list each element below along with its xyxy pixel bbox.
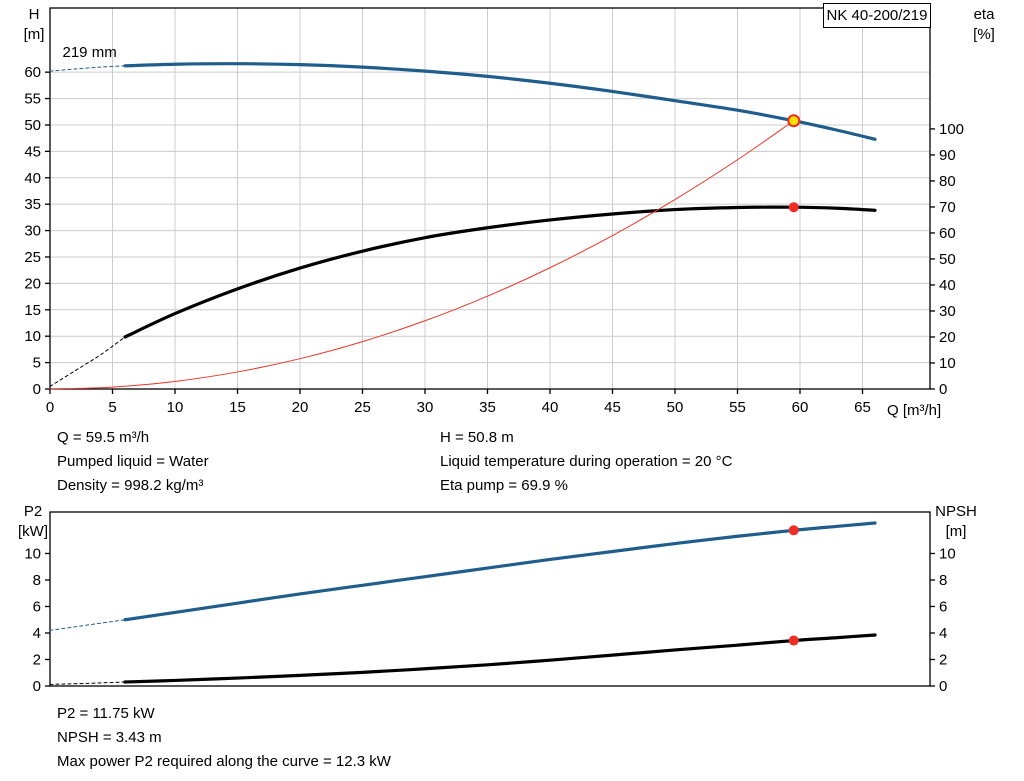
x-tick-label: 40 <box>542 399 559 416</box>
y-left-tick-label: 5 <box>33 355 41 372</box>
duty-point-head[interactable] <box>787 114 801 128</box>
y-right-tick-label: 80 <box>939 173 956 190</box>
y-right-tick-label: 30 <box>939 303 956 320</box>
y-right-tick-label: 20 <box>939 329 956 346</box>
y-right-tick-label: 60 <box>939 225 956 242</box>
plot-border <box>49 511 931 687</box>
y-left-tick-label: 15 <box>24 302 41 319</box>
x-tick-label: 0 <box>46 399 54 416</box>
efficiency-curve <box>123 205 877 339</box>
npsh-curve-extrapolated <box>49 681 126 685</box>
y-left-tick-label: 30 <box>24 223 41 240</box>
x-tick-label: 20 <box>292 399 309 416</box>
power-curve <box>123 521 877 622</box>
x-tick-label: 55 <box>729 399 746 416</box>
plot-border <box>49 7 931 390</box>
y-left-axis-title: H <box>29 6 40 23</box>
x-axis-title: Q [m³/h] <box>887 402 941 419</box>
y-right-tick-label: 4 <box>939 625 947 642</box>
y-right-tick-label: 2 <box>939 651 947 668</box>
y-left-tick-label: 10 <box>24 328 41 345</box>
y-right-tick-label: 10 <box>939 355 956 372</box>
y-left-tick-label: 6 <box>33 598 41 615</box>
power-info-block: P2 = 11.75 kW NPSH = 3.43 m Max power P2… <box>57 702 391 774</box>
x-tick-label: 65 <box>854 399 871 416</box>
y-left-tick-label: 8 <box>33 572 41 589</box>
x-tick-label: 15 <box>229 399 246 416</box>
pump-model-box: NK 40-200/219 <box>823 3 931 28</box>
info-flow: Q = 59.5 m³/h <box>57 429 150 446</box>
info-head: H = 50.8 m <box>440 429 514 446</box>
y-right-tick-label: 100 <box>939 121 964 138</box>
y-left-tick-label: 55 <box>24 91 41 108</box>
info-pumped-liquid: Pumped liquid = Water <box>57 453 209 470</box>
y-left-tick-label: 40 <box>24 170 41 187</box>
y-right-tick-label: 90 <box>939 147 956 164</box>
info-p2: P2 = 11.75 kW <box>57 705 155 722</box>
pump-model-label: NK 40-200/219 <box>826 7 928 24</box>
efficiency-curve-extrapolated <box>49 336 126 387</box>
y-right-tick-label: 10 <box>939 545 956 562</box>
y-right-tick-label: 8 <box>939 572 947 589</box>
duty-info-right-column: H = 50.8 m Liquid temperature during ope… <box>440 426 732 498</box>
y-left-tick-label: 2 <box>33 651 41 668</box>
y-left-axis-title: [kW] <box>18 523 48 540</box>
info-eta-pump: Eta pump = 69.9 % <box>440 477 568 494</box>
x-tick-label: 10 <box>167 399 184 416</box>
x-tick-label: 25 <box>354 399 371 416</box>
y-left-tick-label: 4 <box>33 625 41 642</box>
y-right-tick-label: 0 <box>939 678 947 695</box>
info-npsh: NPSH = 3.43 m <box>57 729 162 746</box>
y-right-tick-label: 6 <box>939 598 947 615</box>
y-left-axis-title: [m] <box>24 26 45 43</box>
info-liquid-temperature: Liquid temperature during operation = 20… <box>440 453 733 470</box>
x-tick-label: 45 <box>604 399 621 416</box>
npsh-curve <box>123 633 877 684</box>
system-curve <box>49 120 795 390</box>
x-tick-label: 5 <box>108 399 116 416</box>
power-curve-extrapolated <box>49 619 126 631</box>
y-left-tick-label: 0 <box>33 381 41 398</box>
y-left-tick-label: 50 <box>24 117 41 134</box>
y-left-tick-label: 35 <box>24 196 41 213</box>
y-left-tick-label: 45 <box>24 143 41 160</box>
x-tick-label: 30 <box>417 399 434 416</box>
y-left-tick-label: 25 <box>24 249 41 266</box>
y-left-tick-label: 20 <box>24 275 41 292</box>
y-right-tick-label: 70 <box>939 199 956 216</box>
y-right-axis-title: eta <box>974 6 996 23</box>
pump-curve-extrapolated <box>49 65 126 72</box>
y-left-tick-label: 0 <box>33 678 41 695</box>
x-tick-label: 35 <box>479 399 496 416</box>
y-right-axis-title: [%] <box>973 26 995 43</box>
y-right-tick-label: 0 <box>939 381 947 398</box>
duty-info-left-column: Q = 59.5 m³/h Pumped liquid = Water Dens… <box>57 426 209 498</box>
y-right-axis-title: [m] <box>946 523 967 540</box>
info-density: Density = 998.2 kg/m³ <box>57 477 204 494</box>
y-right-axis-title: NPSH <box>935 503 977 520</box>
x-tick-label: 60 <box>792 399 809 416</box>
duty-point-power[interactable] <box>788 525 799 536</box>
y-left-tick-label: 10 <box>24 545 41 562</box>
y-left-tick-label: 60 <box>24 64 41 81</box>
y-right-tick-label: 50 <box>939 251 956 268</box>
duty-point-npsh[interactable] <box>788 635 799 646</box>
impeller-diameter-label: 219 mm <box>63 44 117 61</box>
y-right-tick-label: 40 <box>939 277 956 294</box>
info-max-power: Max power P2 required along the curve = … <box>57 753 391 770</box>
x-tick-label: 50 <box>667 399 684 416</box>
duty-point-efficiency[interactable] <box>788 202 799 213</box>
y-left-axis-title: P2 <box>24 503 42 520</box>
